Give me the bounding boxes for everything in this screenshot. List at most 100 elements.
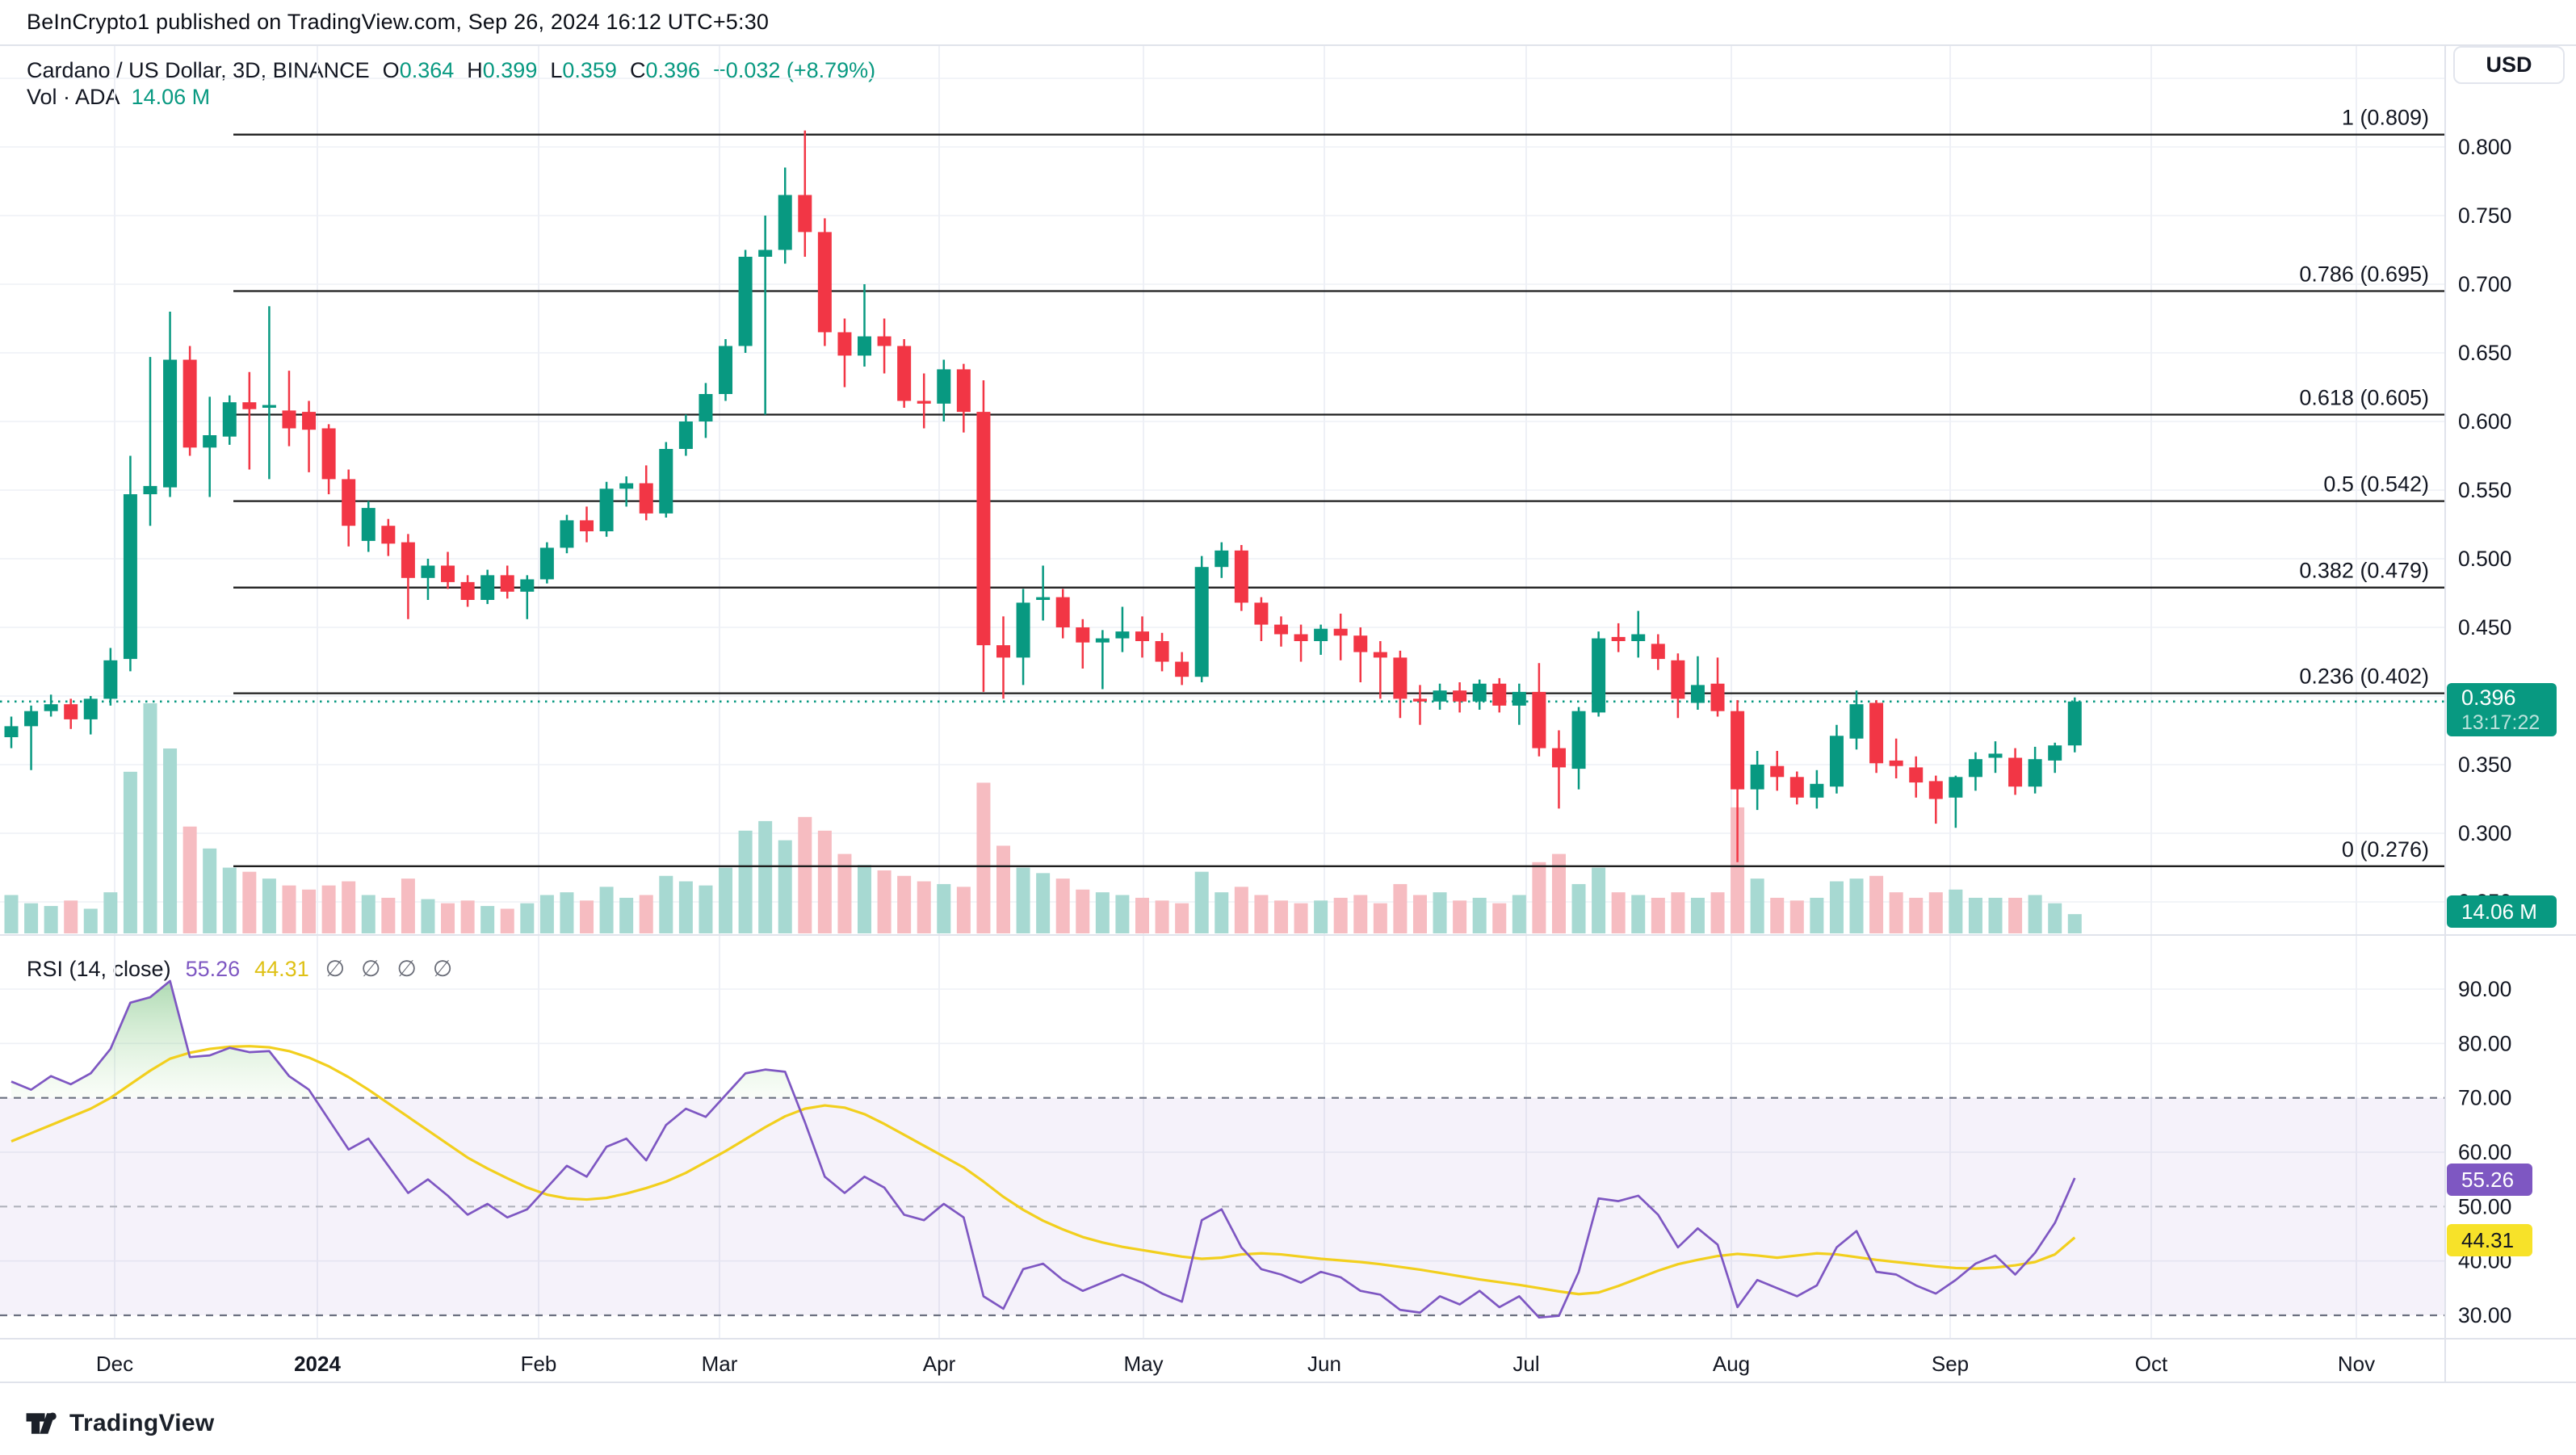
candle-body — [421, 565, 435, 578]
candle-body — [798, 195, 812, 233]
volume-bar — [1968, 897, 1982, 933]
volume-bar — [1551, 853, 1566, 933]
candle-body — [163, 359, 178, 488]
volume-bar — [1592, 867, 1606, 933]
rsi-ma-line — [10, 1045, 2076, 1296]
rsi-tick-label[interactable]: 30.00 — [2458, 1303, 2511, 1327]
volume-legend[interactable]: Vol · ADA 14.06 M — [27, 85, 210, 110]
candle-body — [1551, 748, 1566, 768]
candle-body — [143, 485, 157, 495]
candle-body — [1294, 634, 1308, 641]
price-tick-label[interactable]: 0.650 — [2458, 341, 2511, 365]
time-axis-label[interactable]: Mar — [702, 1352, 738, 1376]
time-axis-label[interactable]: Apr — [923, 1352, 956, 1376]
price-tick-label[interactable]: 0.300 — [2458, 821, 2511, 845]
candle-body — [897, 346, 912, 401]
candle-body — [2067, 701, 2082, 746]
volume-badge-value: 14.06 M — [2461, 899, 2537, 924]
time-axis-label[interactable]: Jun — [1307, 1352, 1341, 1376]
time-axis-label[interactable]: Jul — [1512, 1352, 1539, 1376]
rsi-tick-label[interactable]: 90.00 — [2458, 977, 2511, 1001]
price-tick-label[interactable]: 0.600 — [2458, 409, 2511, 434]
tradingview-wordmark: TradingView — [69, 1410, 215, 1436]
volume-bar — [1512, 895, 1526, 933]
volume-bar — [1273, 900, 1288, 933]
time-axis-label[interactable]: Nov — [2338, 1352, 2375, 1376]
rsi-tick-label[interactable]: 70.00 — [2458, 1086, 2511, 1110]
volume-bar — [460, 900, 475, 933]
time-axis-label[interactable]: Feb — [521, 1352, 557, 1376]
rsi-empty-slots: ∅ ∅ ∅ ∅ — [309, 955, 453, 982]
candle-body — [242, 402, 257, 409]
currency-axis-button[interactable]: USD — [2453, 46, 2565, 84]
time-axis-label[interactable]: 2024 — [294, 1352, 341, 1376]
price-tick-label[interactable]: 0.550 — [2458, 478, 2511, 502]
time-axis-label[interactable]: Aug — [1713, 1352, 1750, 1376]
time-axis-label[interactable]: Oct — [2135, 1352, 2168, 1376]
rsi-title[interactable]: RSI (14, close) — [27, 957, 171, 981]
time-axis-label[interactable]: Dec — [96, 1352, 133, 1376]
volume-bar — [1770, 897, 1785, 933]
volume-bar — [639, 895, 653, 933]
volume-bar — [1055, 878, 1070, 933]
price-tick-label[interactable]: 0.700 — [2458, 272, 2511, 296]
volume-bar — [1750, 878, 1764, 933]
rsi-tick-label[interactable]: 50.00 — [2458, 1194, 2511, 1218]
price-tick-label[interactable]: 0.350 — [2458, 753, 2511, 777]
volume-bar — [203, 848, 217, 933]
candle-body — [976, 412, 991, 646]
rsi-tick-label[interactable]: 60.00 — [2458, 1140, 2511, 1164]
price-tick-label[interactable]: 0.450 — [2458, 615, 2511, 639]
volume-bar — [1333, 897, 1348, 933]
candle-body — [699, 394, 713, 421]
candle-body — [441, 565, 455, 582]
candle-body — [560, 520, 574, 548]
candle-body — [183, 359, 197, 448]
tradingview-attribution[interactable]: TradingView — [24, 1405, 214, 1442]
rsi-value: 55.26 — [185, 957, 241, 981]
rsi-legend[interactable]: RSI (14, close) 55.26 44.31 ∅ ∅ ∅ ∅ — [27, 955, 452, 982]
volume-bar — [1194, 871, 1209, 933]
candle-body — [83, 698, 98, 719]
price-tick-label[interactable]: 0.750 — [2458, 203, 2511, 228]
volume-bar — [480, 906, 495, 933]
volume-label: Vol · ADA — [27, 85, 120, 109]
candle-body — [4, 726, 19, 737]
candle-body — [24, 711, 39, 727]
candle-body — [539, 547, 554, 580]
price-tick-label[interactable]: 0.500 — [2458, 547, 2511, 571]
empty-source-icon: ∅ — [396, 956, 417, 981]
volume-bar — [560, 892, 574, 933]
volume-bar — [1532, 862, 1546, 933]
fib-label: 0 (0.276) — [2342, 837, 2429, 862]
last-price-badge-value: 0.396 — [2461, 686, 2516, 710]
volume-bar — [1731, 807, 1745, 933]
candle-body — [1532, 691, 1546, 748]
fib-label: 0.382 (0.479) — [2299, 559, 2429, 583]
rsi-ma-value: 44.31 — [254, 957, 309, 981]
price-tick-label[interactable]: 0.800 — [2458, 135, 2511, 159]
candle-body — [1889, 760, 1903, 766]
time-axis-label[interactable]: May — [1123, 1352, 1163, 1376]
volume-bar — [500, 908, 514, 933]
candle-body — [599, 488, 614, 531]
rsi-ma-badge — [2447, 1224, 2532, 1256]
candle-body — [1690, 685, 1705, 703]
candle-body — [1254, 602, 1269, 625]
candle-body — [1750, 765, 1764, 790]
candle-body — [917, 400, 931, 404]
candle-body — [580, 520, 594, 531]
time-axis-label[interactable]: Sep — [1932, 1352, 1969, 1376]
rsi-tick-label[interactable]: 80.00 — [2458, 1031, 2511, 1055]
volume-bar — [897, 875, 912, 933]
candle-body — [1472, 683, 1487, 702]
candle-body — [1789, 777, 1804, 798]
published-attribution: BeInCrypto1 published on TradingView.com… — [27, 10, 770, 34]
volume-bar — [917, 881, 931, 933]
candle-body — [1393, 657, 1408, 699]
candle-body — [1810, 783, 1824, 798]
fib-label: 0.5 (0.542) — [2323, 472, 2429, 497]
volume-bar — [937, 883, 951, 933]
